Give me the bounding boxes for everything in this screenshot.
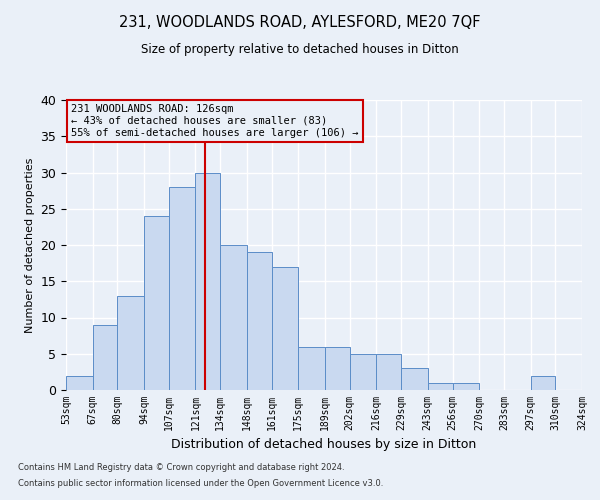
Bar xyxy=(376,354,401,390)
Bar xyxy=(169,187,196,390)
Bar xyxy=(247,252,272,390)
Bar xyxy=(401,368,428,390)
Bar xyxy=(144,216,169,390)
Bar xyxy=(220,245,247,390)
Bar xyxy=(196,172,220,390)
X-axis label: Distribution of detached houses by size in Ditton: Distribution of detached houses by size … xyxy=(172,438,476,452)
Bar xyxy=(118,296,144,390)
Bar xyxy=(272,267,298,390)
Text: 231, WOODLANDS ROAD, AYLESFORD, ME20 7QF: 231, WOODLANDS ROAD, AYLESFORD, ME20 7QF xyxy=(119,15,481,30)
Bar xyxy=(298,346,325,390)
Text: 231 WOODLANDS ROAD: 126sqm
← 43% of detached houses are smaller (83)
55% of semi: 231 WOODLANDS ROAD: 126sqm ← 43% of deta… xyxy=(71,104,359,138)
Y-axis label: Number of detached properties: Number of detached properties xyxy=(25,158,35,332)
Bar xyxy=(582,376,600,390)
Bar xyxy=(428,383,452,390)
Bar xyxy=(452,383,479,390)
Text: Contains HM Land Registry data © Crown copyright and database right 2024.: Contains HM Land Registry data © Crown c… xyxy=(18,464,344,472)
Bar xyxy=(530,376,556,390)
Bar xyxy=(325,346,350,390)
Bar xyxy=(92,325,118,390)
Bar xyxy=(350,354,376,390)
Bar xyxy=(66,376,92,390)
Text: Contains public sector information licensed under the Open Government Licence v3: Contains public sector information licen… xyxy=(18,478,383,488)
Text: Size of property relative to detached houses in Ditton: Size of property relative to detached ho… xyxy=(141,42,459,56)
